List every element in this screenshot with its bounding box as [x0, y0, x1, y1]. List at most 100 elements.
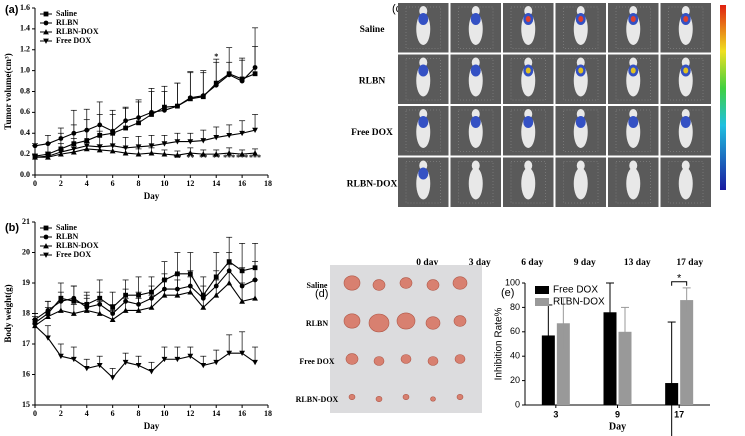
legend-swatch	[535, 298, 549, 306]
image-grid	[405, 161, 441, 204]
image-grid	[458, 161, 494, 204]
x-tick-label: 12	[186, 409, 194, 418]
annotation: ***	[236, 153, 248, 162]
marker	[213, 292, 220, 298]
image-grid	[510, 6, 546, 49]
tumor	[427, 356, 439, 366]
mouse-head	[576, 57, 585, 68]
image-grid	[668, 161, 704, 204]
annotation: ***	[223, 153, 235, 162]
marker	[239, 130, 246, 137]
series-line	[34, 260, 256, 324]
x-tick-label: 2	[59, 179, 63, 188]
marker	[200, 362, 207, 369]
row-label: RLBN	[306, 319, 328, 328]
image-grid	[615, 58, 651, 101]
tumor	[343, 313, 361, 329]
y-tick-label: 80	[510, 302, 520, 312]
x-tick-label: 2	[59, 409, 63, 418]
x-tick-label: 0	[33, 409, 37, 418]
marker	[109, 148, 116, 154]
image-grid	[458, 58, 494, 101]
signal-core	[578, 16, 584, 22]
image-grid	[615, 109, 651, 152]
marker	[200, 151, 207, 157]
annotation: *	[677, 273, 682, 285]
legend-label: RLBN-DOX	[553, 297, 605, 308]
marker	[239, 298, 246, 304]
image-grid	[615, 161, 651, 204]
tumor	[456, 393, 464, 400]
mouse-head	[524, 160, 533, 171]
legend-label: Saline	[56, 9, 77, 18]
marker	[187, 353, 194, 360]
x-tick-label: 14	[212, 179, 220, 188]
tumor	[396, 312, 416, 330]
marker	[57, 353, 64, 360]
marker	[174, 152, 181, 158]
marker	[213, 151, 220, 157]
marker	[123, 118, 129, 124]
marker	[148, 304, 155, 310]
mouse-head	[419, 160, 428, 171]
legend-marker	[43, 225, 49, 231]
bar	[603, 312, 617, 405]
marker	[226, 150, 233, 156]
marker	[70, 356, 77, 363]
mouse-head	[629, 109, 638, 119]
marker	[148, 369, 155, 375]
chart: (a) 0.0 0.2 0.4 0.6 0.8 1.0 1.2 1.4 1.6 Day Tumor v…	[3, 3, 272, 201]
signal	[523, 116, 534, 128]
y-tick-label: 1.2	[20, 45, 30, 54]
marker	[149, 109, 154, 115]
marker	[161, 356, 168, 363]
image-grid	[510, 58, 546, 101]
panel-label: (b)	[5, 222, 19, 234]
marker	[148, 143, 155, 149]
marker	[252, 65, 258, 70]
x-axis-label: Day	[144, 421, 160, 431]
mouse-head	[681, 57, 690, 68]
tumor	[399, 277, 413, 289]
marker	[200, 93, 206, 99]
tumor	[373, 356, 385, 366]
signal-core	[683, 16, 689, 22]
x-tick-label: 17	[674, 409, 684, 419]
marker	[161, 141, 168, 147]
marker	[213, 82, 219, 88]
panel-label: (e)	[501, 287, 514, 299]
column-label: 13 day	[624, 258, 651, 268]
marker	[135, 307, 142, 313]
panel-label: (a)	[5, 4, 19, 16]
x-tick-label: 8	[137, 179, 141, 188]
x-tick-label: 14	[212, 409, 220, 418]
y-axis-label: Tumor volume(cm³)	[3, 53, 13, 129]
marker	[213, 359, 220, 366]
row-label: Free DOX	[299, 357, 334, 366]
marker	[174, 139, 181, 145]
marker	[122, 150, 129, 156]
image-grid	[563, 6, 599, 49]
marker	[57, 149, 64, 155]
mouse-head	[576, 6, 585, 16]
mouse-head	[576, 160, 585, 171]
marker	[226, 72, 232, 78]
tumor	[425, 316, 441, 330]
marker	[226, 280, 233, 286]
x-axis-label: Day	[144, 191, 160, 201]
mouse	[468, 167, 483, 200]
marker	[135, 144, 142, 150]
image-grid	[458, 6, 494, 49]
marker	[187, 95, 193, 101]
marker	[109, 143, 116, 149]
marker	[45, 141, 51, 147]
signal	[418, 167, 429, 180]
legend-label: RLBN	[56, 232, 78, 241]
mouse-head	[524, 6, 533, 16]
y-tick-label: 100	[505, 277, 520, 287]
y-tick-label: 60	[510, 326, 520, 336]
mouse-head	[524, 57, 533, 68]
mouse-head	[629, 160, 638, 171]
x-tick-label: 10	[160, 179, 168, 188]
